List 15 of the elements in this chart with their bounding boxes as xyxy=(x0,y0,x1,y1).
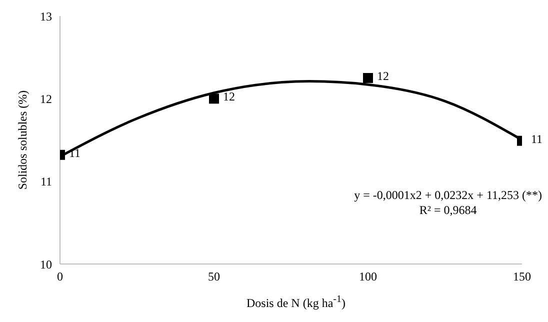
y-tick-label: 12 xyxy=(40,92,52,106)
x-tick-label: 100 xyxy=(359,270,377,284)
data-label: 11 xyxy=(531,132,543,146)
y-tick-label: 10 xyxy=(40,257,52,272)
y-axis-title: Solidos solubles (%) xyxy=(15,90,30,190)
data-label: 12 xyxy=(377,69,389,83)
annotation: R² = 0,9684 xyxy=(418,203,478,218)
x-tick-label: 150 xyxy=(513,270,531,284)
annotation: y = -0,0001x2 + 0,0232x + 11,253 (**) xyxy=(354,188,542,203)
x-axis-title: Dosis de N (kg ha$^{-1}$) xyxy=(246,294,346,311)
data-label: 12 xyxy=(223,90,235,104)
y-tick-label: 11 xyxy=(40,174,52,189)
x-tick-label: 50 xyxy=(208,270,220,284)
y-tick-label: 13 xyxy=(40,9,52,24)
x-tick-label: 0 xyxy=(57,270,63,284)
